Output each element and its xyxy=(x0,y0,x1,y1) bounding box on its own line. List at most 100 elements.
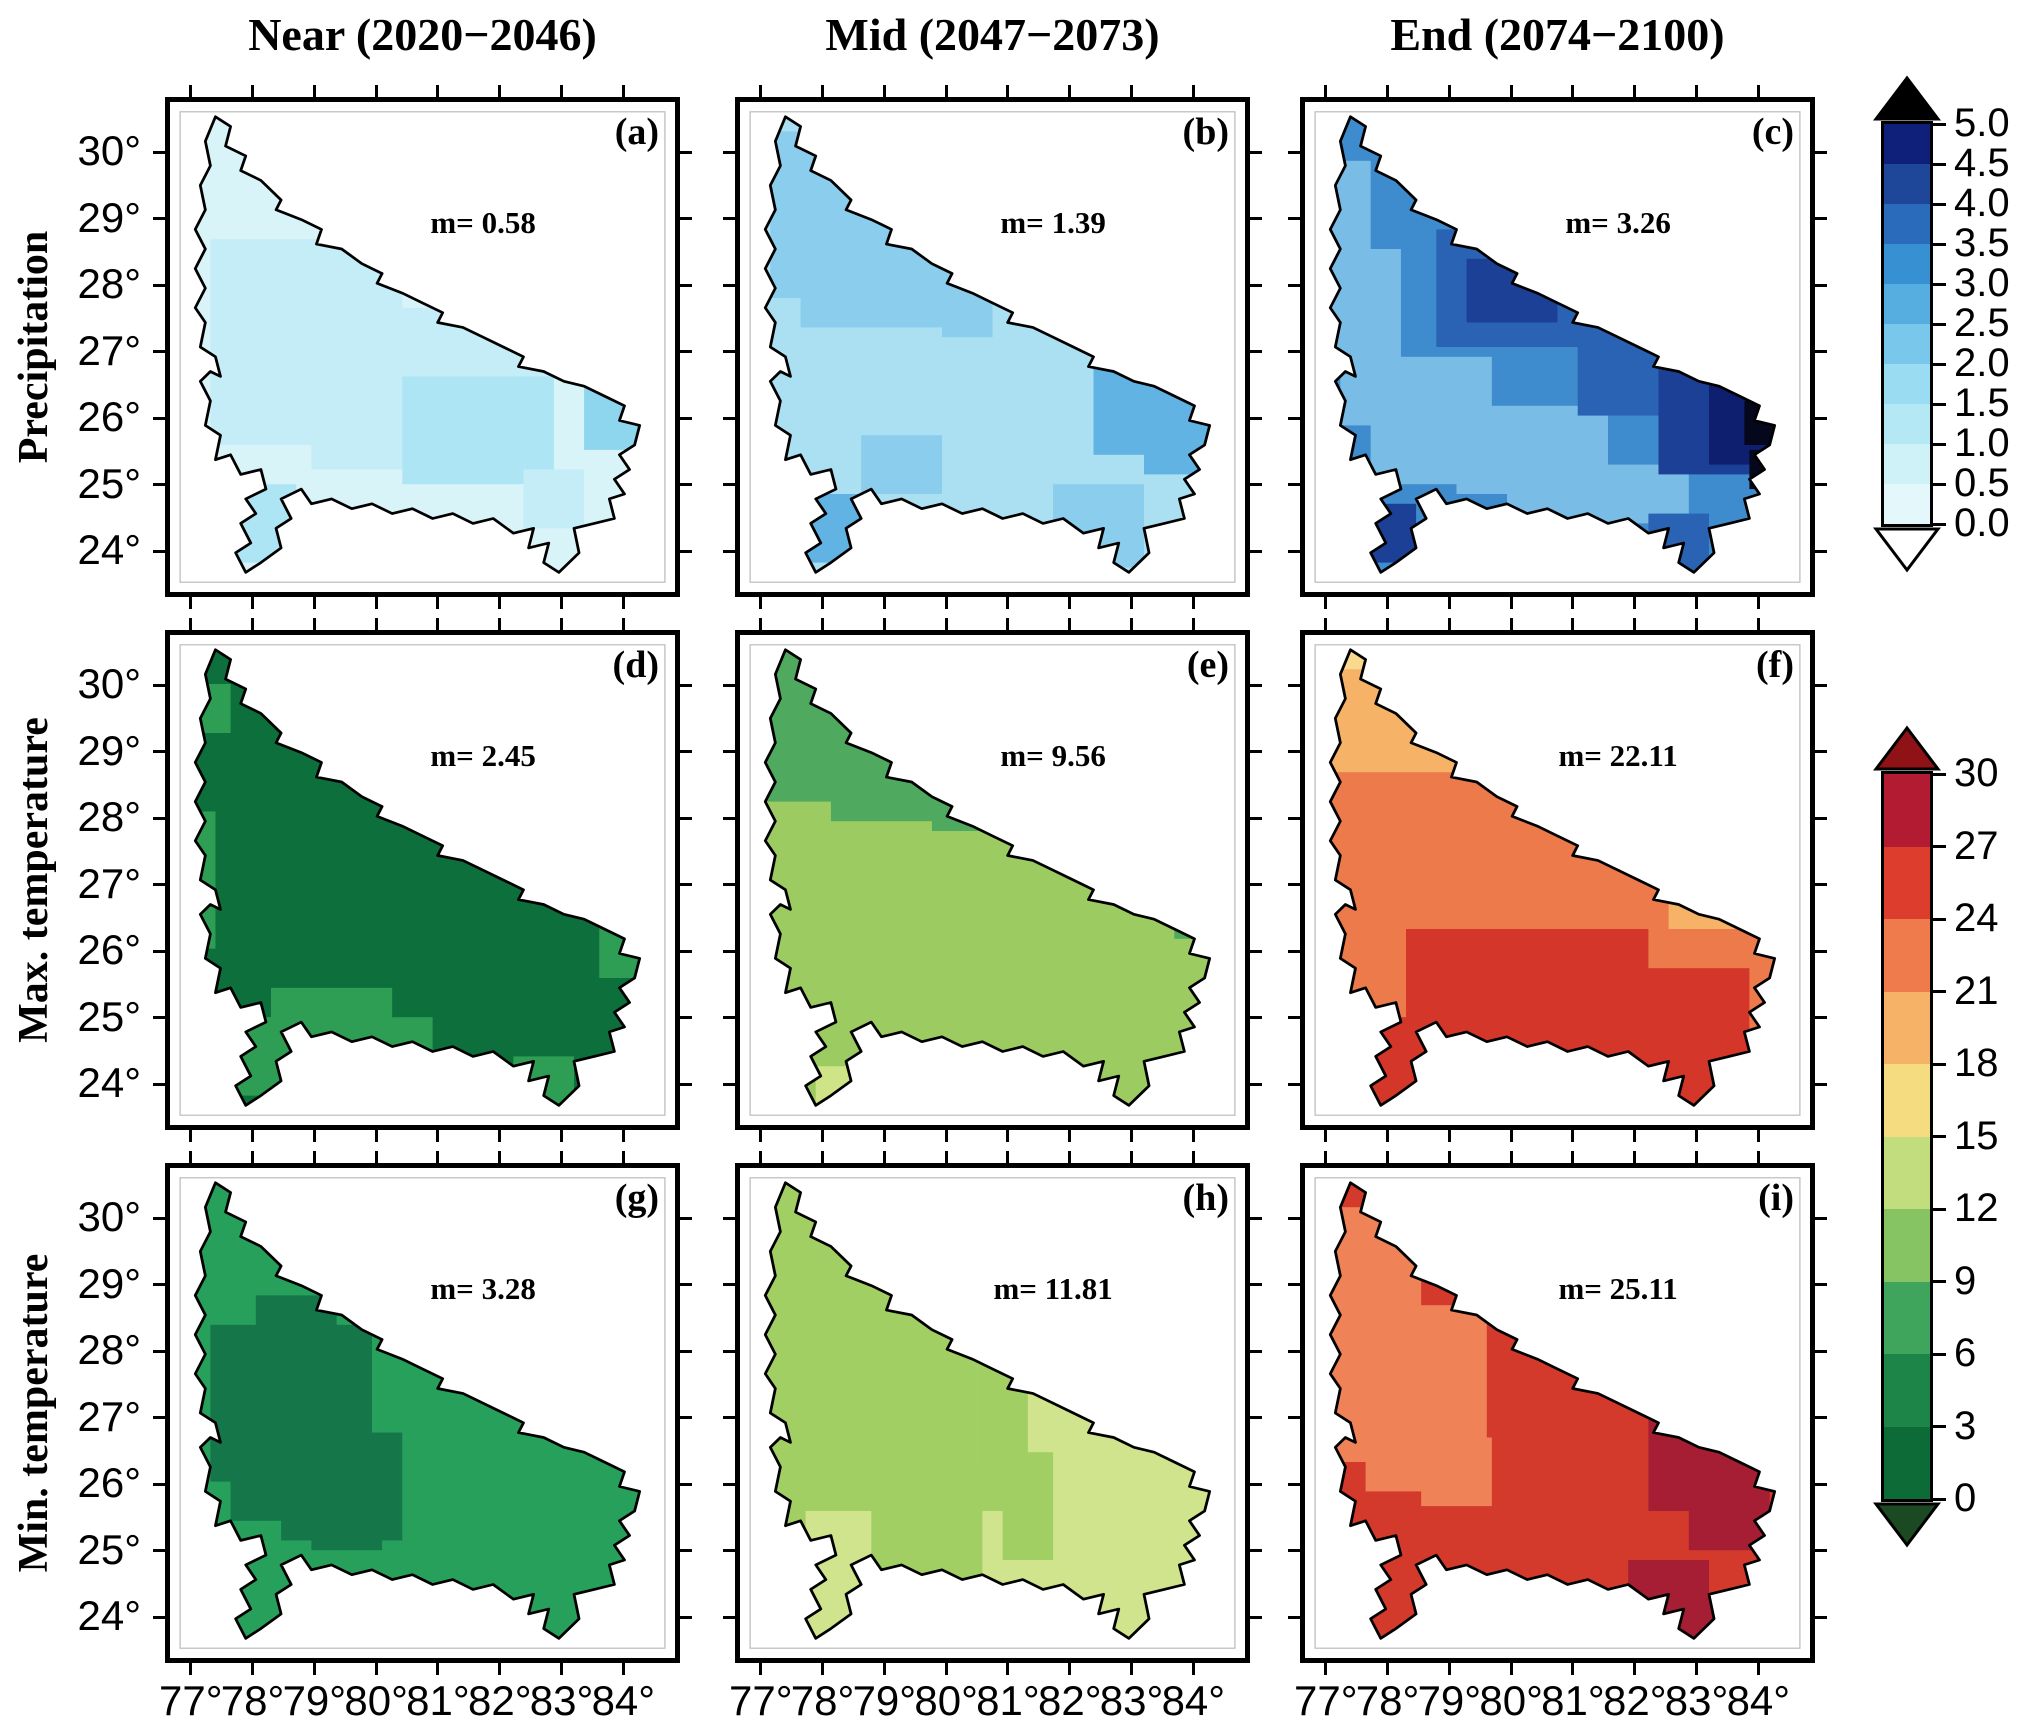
left-axis-tick xyxy=(153,1416,165,1419)
top-axis-tick xyxy=(944,618,948,630)
left-axis-tick xyxy=(723,1615,735,1619)
left-axis-tick xyxy=(1288,1016,1300,1019)
colorbar-tick xyxy=(1933,242,1946,246)
top-axis-tick xyxy=(560,618,564,630)
bottom-axis-tick xyxy=(1324,1130,1328,1142)
top-axis-tick xyxy=(189,618,193,630)
left-axis-tick xyxy=(153,1549,165,1552)
mean-label: m= 2.45 xyxy=(430,737,536,773)
right-axis-tick xyxy=(1815,883,1827,886)
right-axis-tick xyxy=(1250,217,1262,220)
panel-letter: (b) xyxy=(1182,111,1229,153)
left-axis-tick xyxy=(723,217,735,220)
right-axis-tick xyxy=(1815,1082,1827,1086)
y-tick-label: 24° xyxy=(77,1059,141,1106)
x-tick-label: 78° xyxy=(220,1677,285,1724)
x-tick-label: 78° xyxy=(1355,1677,1420,1724)
x-tick-label: 80° xyxy=(344,1677,408,1724)
bottom-axis-tick xyxy=(374,1130,378,1142)
right-axis-tick xyxy=(1250,883,1262,886)
top-axis-tick xyxy=(374,618,378,630)
x-tick-label: 79° xyxy=(282,1677,347,1724)
right-axis-tick xyxy=(1815,1416,1827,1419)
left-axis-tick xyxy=(153,750,165,753)
top-axis-tick xyxy=(436,85,440,97)
bottom-axis-tick xyxy=(560,1663,564,1675)
left-axis-tick xyxy=(1288,883,1300,886)
top-axis-tick xyxy=(560,85,564,97)
left-axis-tick xyxy=(723,1283,735,1286)
right-axis-tick xyxy=(1250,416,1262,420)
right-axis-tick xyxy=(1250,1349,1262,1353)
left-axis-tick xyxy=(153,1283,165,1286)
colorbar-tick xyxy=(1933,122,1946,126)
top-axis-tick xyxy=(251,1151,255,1163)
state-map-h xyxy=(749,1177,1236,1649)
left-axis-tick xyxy=(1288,1549,1300,1552)
y-tick-label: 29° xyxy=(77,1259,141,1307)
top-axis-tick xyxy=(1130,618,1134,630)
colorbar-segment xyxy=(1884,204,1930,244)
colorbar-segment xyxy=(1884,284,1930,324)
left-axis-tick xyxy=(723,150,735,154)
bottom-axis-tick xyxy=(1006,1663,1010,1675)
left-axis-tick xyxy=(723,549,735,553)
top-axis-tick xyxy=(312,85,316,97)
top-axis-tick xyxy=(1447,85,1451,97)
bottom-axis-tick xyxy=(1068,597,1072,609)
mean-label: m= 0.58 xyxy=(430,204,536,240)
top-axis-tick xyxy=(1756,85,1760,97)
x-tick-label: 77° xyxy=(1293,1677,1358,1724)
bottom-axis-tick xyxy=(621,1663,625,1675)
top-axis-tick xyxy=(1509,618,1513,630)
bottom-axis-tick xyxy=(1130,1130,1134,1142)
mean-label: m= 3.28 xyxy=(430,1270,536,1306)
left-axis-tick xyxy=(153,1082,165,1086)
x-tick-label: 81° xyxy=(1541,1677,1605,1724)
top-axis-tick xyxy=(882,618,886,630)
right-axis-tick xyxy=(1815,1615,1827,1619)
bottom-axis-tick xyxy=(251,1663,255,1675)
right-axis-tick xyxy=(1250,1549,1262,1552)
top-axis-tick xyxy=(560,1151,564,1163)
right-axis-tick xyxy=(680,883,692,886)
colorbar-tick xyxy=(1933,442,1946,446)
top-axis-tick xyxy=(621,618,625,630)
top-axis-tick xyxy=(1324,1151,1328,1163)
bottom-axis-tick xyxy=(312,1130,316,1142)
bottom-axis-tick xyxy=(1571,1130,1575,1142)
bottom-axis-tick xyxy=(189,1663,193,1675)
left-axis-tick xyxy=(153,549,165,553)
top-axis-tick xyxy=(759,85,763,97)
left-axis-tick xyxy=(1288,1482,1300,1486)
right-axis-tick xyxy=(680,1416,692,1419)
top-axis-tick xyxy=(1571,618,1575,630)
top-axis-tick xyxy=(759,1151,763,1163)
top-axis-tick xyxy=(374,1151,378,1163)
bottom-axis-tick xyxy=(759,1663,763,1675)
bottom-axis-tick xyxy=(944,1130,948,1142)
right-axis-tick xyxy=(680,1482,692,1486)
bottom-axis-tick xyxy=(1191,1663,1195,1675)
bottom-axis-tick xyxy=(882,597,886,609)
left-axis-tick xyxy=(1288,949,1300,953)
left-axis-tick xyxy=(153,1016,165,1019)
left-axis-tick xyxy=(153,816,165,820)
map-panel-a: m= 0.58 (a) xyxy=(151,83,694,611)
top-axis-tick xyxy=(1756,1151,1760,1163)
y-tick-label: 25° xyxy=(77,459,141,507)
bottom-axis-tick xyxy=(1386,597,1390,609)
left-axis-tick xyxy=(153,1216,165,1220)
top-axis-tick xyxy=(1191,85,1195,97)
left-axis-tick xyxy=(723,350,735,353)
top-axis-tick xyxy=(1386,85,1390,97)
y-tick-label: 30° xyxy=(77,660,141,707)
colorbar-tick-label: 5.0 xyxy=(1954,101,2010,145)
right-axis-tick xyxy=(1250,1615,1262,1619)
x-tick-label: 78° xyxy=(790,1677,855,1724)
bottom-axis-tick xyxy=(1756,597,1760,609)
right-axis-tick xyxy=(1250,1216,1262,1220)
state-map-b xyxy=(749,111,1236,583)
bottom-axis-tick xyxy=(621,597,625,609)
right-axis-tick xyxy=(680,816,692,820)
